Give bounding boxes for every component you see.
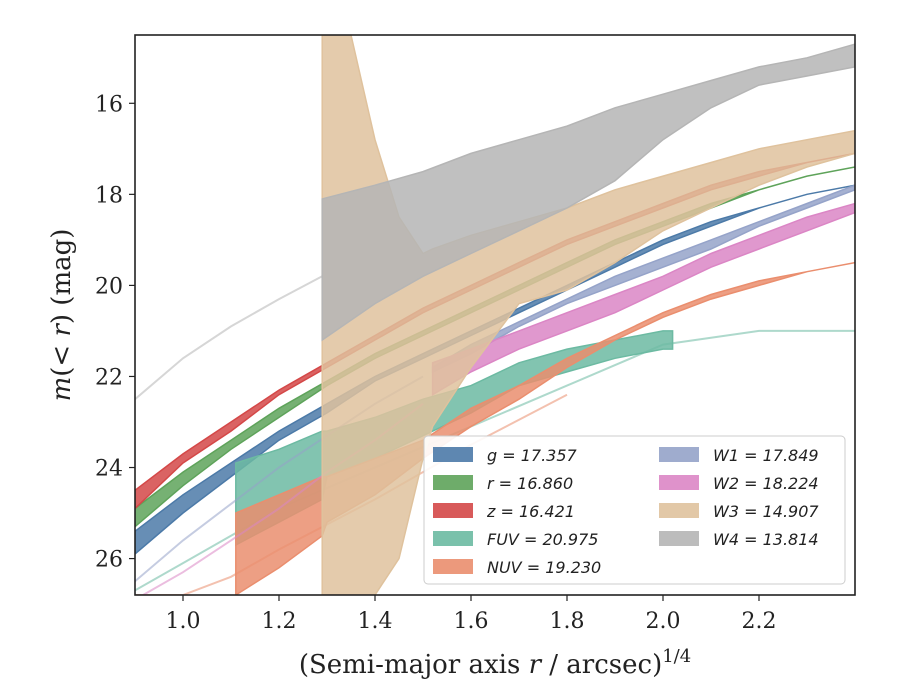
x-tick-label: 1.8 — [550, 609, 585, 634]
y-tick-label: 26 — [95, 548, 123, 573]
x-tick-label: 1.2 — [262, 609, 297, 634]
legend-swatch-g — [433, 447, 473, 462]
plot-frame — [134, 34, 856, 596]
x-tick-label: 1.6 — [454, 609, 489, 634]
y-tick-label: 18 — [95, 183, 123, 208]
y-tick-label: 22 — [95, 365, 123, 390]
series-w1-band — [431, 184, 855, 374]
legend: g = 17.357 r = 16.860 z = 16.421 FUV = 20.9… — [423, 435, 846, 585]
legend-label-z: z = 16.421 — [486, 502, 575, 521]
series-w2-band — [431, 202, 855, 397]
ticks-layer: 1.0 1.2 1.4 1.6 1.8 2.0 2.2 16 18 20 22 24 26 — [95, 92, 777, 634]
y-tick-label: 24 — [95, 457, 123, 482]
legend-box — [423, 435, 846, 585]
legend-label-w3: W3 = 14.907 — [713, 502, 819, 521]
x-axis-label: (Semi-major axis r / arcsec)1/4 — [299, 646, 691, 680]
x-tick-label: 1.4 — [358, 609, 393, 634]
series-w4-band — [321, 43, 855, 342]
legend-swatch-w3 — [659, 503, 699, 518]
legend-swatch-fuv — [433, 531, 473, 546]
series-w4-model-line — [135, 275, 323, 400]
legend-label-g: g = 17.357 — [487, 446, 578, 465]
legend-swatch-nuv — [433, 559, 473, 574]
legend-label-w2: W2 = 18.224 — [713, 474, 819, 493]
x-tick-label: 1.0 — [166, 609, 201, 634]
legend-swatch-r — [433, 475, 473, 490]
legend-swatch-z — [433, 503, 473, 518]
legend-swatch-w4 — [659, 531, 699, 546]
x-tick-label: 2.2 — [742, 609, 777, 634]
legend-swatch-w2 — [659, 475, 699, 490]
legend-label-fuv: FUV = 20.975 — [487, 530, 598, 549]
y-axis-label: m(< r) (mag) — [47, 229, 77, 402]
legend-label-r: r = 16.860 — [487, 474, 573, 493]
series-layer — [135, 35, 855, 595]
y-tick-label: 16 — [95, 92, 123, 117]
legend-label-nuv: NUV = 19.230 — [487, 558, 601, 577]
y-tick-label: 20 — [95, 274, 123, 299]
x-tick-label: 2.0 — [646, 609, 681, 634]
legend-swatch-w1 — [659, 447, 699, 462]
legend-label-w4: W4 = 13.814 — [713, 530, 819, 549]
legend-label-w1: W1 = 17.849 — [713, 446, 819, 465]
